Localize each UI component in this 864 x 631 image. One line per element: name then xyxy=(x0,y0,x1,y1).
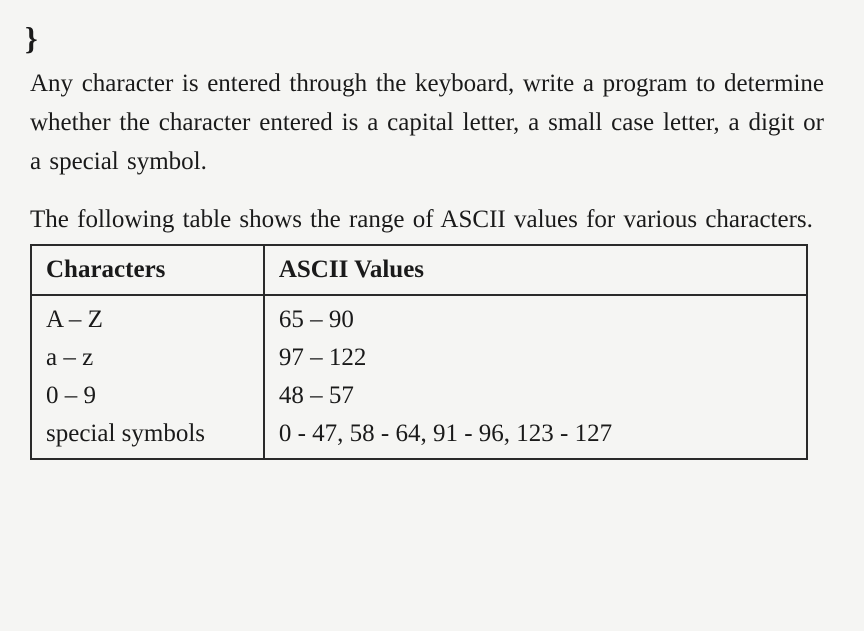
cell-values: 48 – 57 xyxy=(264,377,807,415)
table-row: 0 – 9 48 – 57 xyxy=(31,377,807,415)
cell-chars: special symbols xyxy=(31,415,264,459)
cell-values: 0 - 47, 58 - 64, 91 - 96, 123 - 127 xyxy=(264,415,807,459)
table-row: special symbols 0 - 47, 58 - 64, 91 - 96… xyxy=(31,415,807,459)
table-header-row: Characters ASCII Values xyxy=(31,245,807,295)
table-row: A – Z 65 – 90 xyxy=(31,295,807,339)
closing-brace: } xyxy=(25,20,824,57)
cell-values: 65 – 90 xyxy=(264,295,807,339)
table-intro: The following table shows the range of A… xyxy=(30,201,824,239)
header-ascii-values: ASCII Values xyxy=(264,245,807,295)
cell-chars: 0 – 9 xyxy=(31,377,264,415)
header-characters: Characters xyxy=(31,245,264,295)
ascii-table: Characters ASCII Values A – Z 65 – 90 a … xyxy=(30,244,808,460)
cell-chars: a – z xyxy=(31,339,264,377)
cell-chars: A – Z xyxy=(31,295,264,339)
problem-statement: Any character is entered through the key… xyxy=(30,65,824,181)
cell-values: 97 – 122 xyxy=(264,339,807,377)
table-row: a – z 97 – 122 xyxy=(31,339,807,377)
